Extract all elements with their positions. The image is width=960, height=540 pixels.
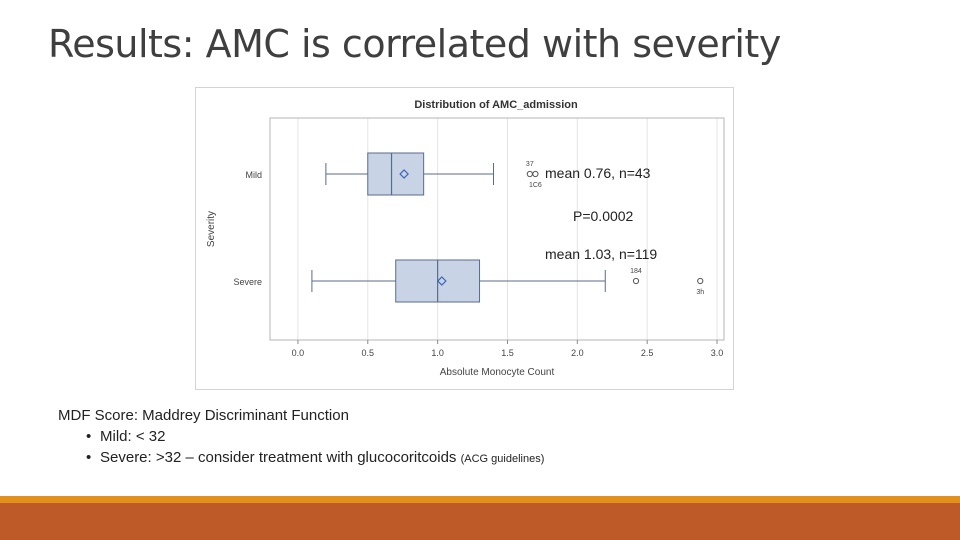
outlier-label-mild-0: 37: [526, 161, 534, 168]
outlier-mild-0: [526, 170, 533, 178]
x-tick-label-1: 0.5: [362, 348, 375, 358]
plot-area: [269, 117, 725, 341]
notes-heading: MDF Score: Maddrey Discriminant Function: [58, 407, 349, 424]
x-tick-label-6: 3.0: [711, 348, 724, 358]
acg-guidelines-note: (ACG guidelines): [460, 453, 545, 465]
outlier-severe-1: [697, 277, 704, 285]
notes-item-mild: Mild: < 32: [86, 426, 544, 447]
box-mild: [367, 152, 425, 196]
mean-marker-mild: [399, 169, 409, 179]
x-tick-label-3: 1.5: [501, 348, 514, 358]
outlier-note-severe: 3h: [696, 289, 704, 296]
accent-bar-gold: [0, 496, 960, 503]
y-tick-label-severe: Severe: [233, 277, 262, 287]
x-tick-label-2: 1.0: [431, 348, 444, 358]
chart-title: Distribution of AMC_admission: [414, 99, 578, 111]
outlier-severe-0: [632, 277, 640, 285]
mean-marker-severe: [436, 276, 447, 286]
notes-item-severe: Severe: >32 – consider treatment with gl…: [86, 447, 545, 470]
x-tick-label-5: 2.5: [641, 348, 654, 358]
outlier-label-severe-0: 184: [630, 268, 642, 275]
x-tick-label-0: 0.0: [292, 348, 305, 358]
x-tick-label-4: 2.0: [571, 348, 584, 358]
outlier-note-mild: 1C6: [529, 182, 542, 189]
boxplot-chart: Distribution of AMC_admission 0.0 0.5 1.0 1.…: [195, 87, 734, 390]
notes-list: Mild: < 32 Severe: >32 – consider treatm…: [58, 426, 544, 470]
y-tick-label-mild: Mild: [245, 170, 262, 180]
severe-stats-annotation: mean 1.03, n=119: [545, 246, 658, 262]
boxplot-svg: Distribution of AMC_admission 0.0 0.5 1.0 1.…: [206, 99, 725, 378]
slide-title: Results: AMC is correlated with severity: [48, 22, 781, 66]
accent-bar-rust: [0, 503, 960, 540]
y-axis-label: Severity: [206, 211, 217, 247]
p-value-annotation: P=0.0002: [573, 208, 634, 224]
mild-stats-annotation: mean 0.76, n=43: [545, 165, 651, 181]
x-axis-label: Absolute Monocyte Count: [440, 367, 555, 378]
mdf-notes: MDF Score: Maddrey Discriminant Function…: [58, 405, 544, 470]
outlier-mild-1: [532, 170, 539, 178]
